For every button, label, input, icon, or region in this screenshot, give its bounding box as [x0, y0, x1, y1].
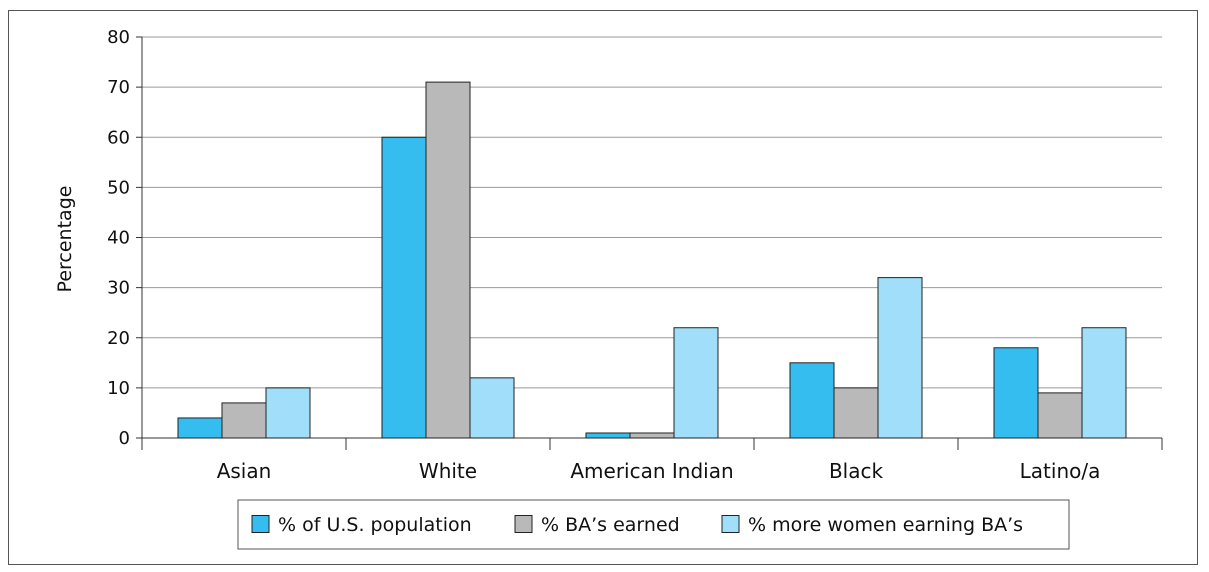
chart-frame: 0 10 20 30 40 50 60 70 80 Asian White American Ind…: [8, 10, 1198, 565]
bar: [221, 402, 267, 439]
y-tick-label: 60: [107, 127, 130, 148]
legend: % of U.S. population % BA’s earned % more …: [237, 499, 1070, 550]
legend-label: % of U.S. population: [278, 514, 472, 536]
category-label: Black: [829, 459, 884, 483]
category-labels: Asian White American Indian Black Latino/a: [217, 459, 1101, 483]
bar: [789, 362, 835, 439]
y-tick-label: 50: [107, 177, 130, 198]
bar: [1037, 392, 1083, 439]
y-tick-labels: 0 10 20 30 40 50 60 70 80: [107, 27, 130, 449]
category-label: American Indian: [570, 459, 733, 483]
bar: [833, 387, 879, 439]
legend-label: % more women earning BA’s: [748, 514, 1023, 536]
y-tick-label: 0: [119, 428, 130, 449]
category-label: Asian: [217, 459, 272, 483]
y-tick-label: 10: [107, 378, 130, 399]
bar: [629, 432, 675, 439]
bar: [177, 417, 223, 439]
bar: [585, 432, 631, 439]
bar: [381, 136, 427, 439]
legend-label: % BA’s earned: [541, 514, 680, 536]
bar: [1081, 327, 1127, 439]
category-label: White: [419, 459, 477, 483]
y-tick-label: 40: [107, 228, 130, 249]
y-tick-label: 80: [107, 27, 130, 48]
bar: [469, 377, 515, 439]
legend-items: % of U.S. population % BA’s earned % more …: [251, 514, 1023, 536]
bar: [265, 387, 311, 439]
legend-box: [237, 499, 1070, 550]
y-tick-label: 20: [107, 328, 130, 349]
bars: [177, 81, 1127, 439]
bar: [425, 81, 471, 439]
bar: [673, 327, 719, 439]
y-axis-title: Percentage: [54, 186, 76, 293]
legend-swatch: [721, 515, 740, 533]
legend-swatch: [514, 515, 533, 533]
y-tick-label: 70: [107, 77, 130, 98]
bar: [993, 347, 1039, 439]
category-label: Latino/a: [1020, 459, 1101, 483]
legend-swatch: [251, 515, 270, 533]
y-tick-label: 30: [107, 278, 130, 299]
gridlines: [142, 36, 1162, 389]
bar: [877, 277, 923, 439]
bar-chart: 0 10 20 30 40 50 60 70 80 Asian White American Ind…: [54, 27, 1163, 550]
